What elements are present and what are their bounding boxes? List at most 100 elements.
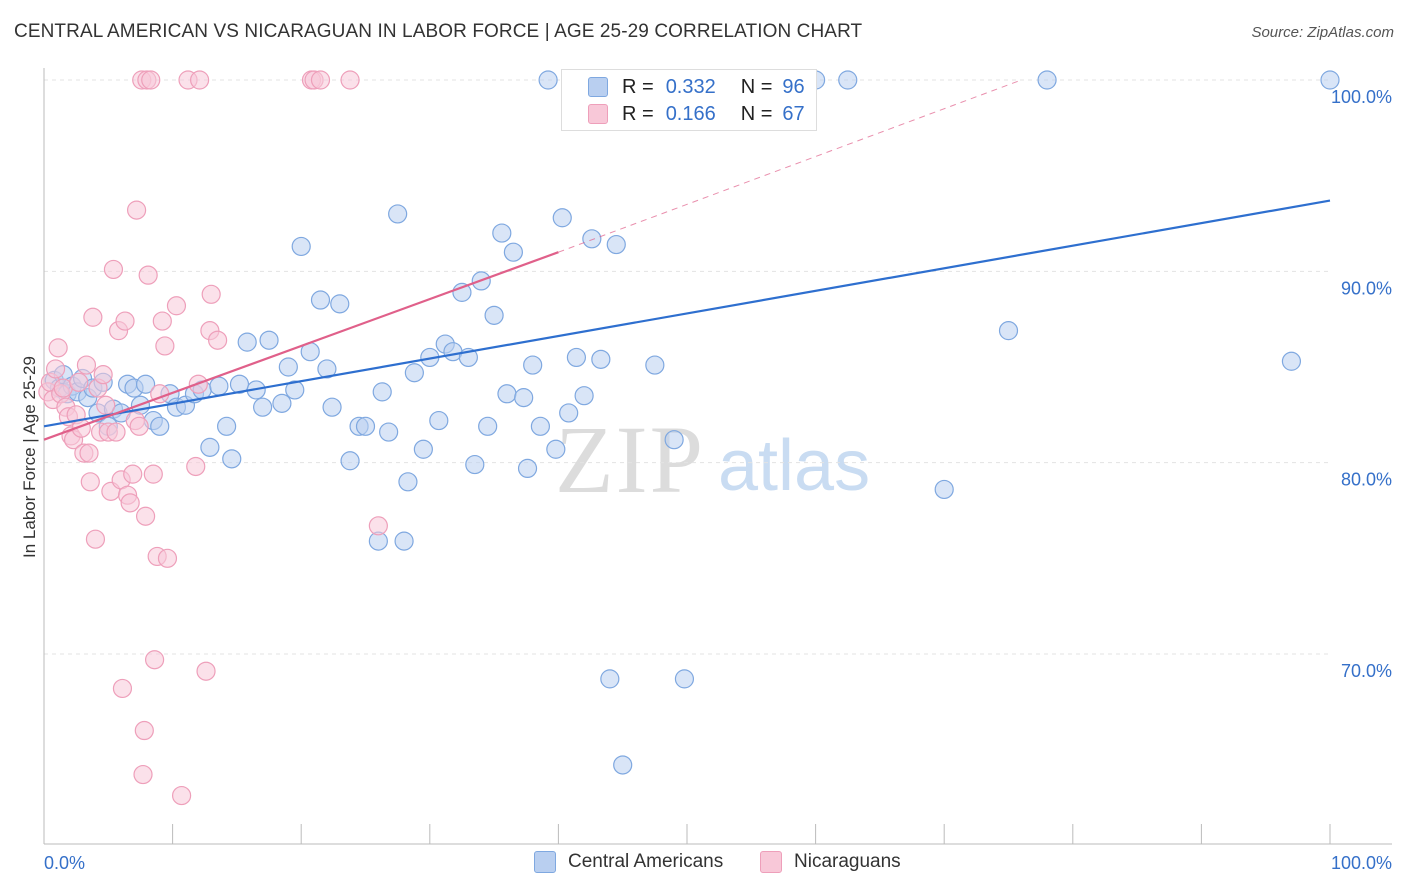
nicaraguans-point [143,464,163,484]
nicaraguans-point [134,720,154,741]
central-americans-point [838,70,858,90]
nicaraguans-point [368,516,388,536]
central-americans-point [259,330,279,350]
nicaraguans-trendline [43,251,559,441]
central-americans-point [429,410,449,431]
central-americans-point [330,294,350,314]
nicaraguans-point [129,416,149,436]
central-americans-point [582,229,602,249]
central-americans-point [355,416,376,436]
nicaraguans-point [48,338,68,358]
nicaraguans-point [80,472,100,492]
nicaraguans-point [152,311,172,331]
central-americans-point [413,439,433,459]
central-americans-point [222,449,242,469]
legend-item-nicaraguans[interactable]: Nicaraguans [760,851,901,873]
nicaraguans-point [123,464,143,484]
central-americans-point [664,430,684,450]
nicaraguans-point [112,678,133,699]
central-americans-point [340,451,360,471]
central-americans-point [237,332,257,352]
nicaraguans-point [135,506,156,526]
central-americans-point [310,290,331,310]
central-americans-point [574,386,594,406]
central-americans-point [478,416,498,436]
nicaraguans-point [141,70,161,90]
nicaraguans-point [155,336,175,356]
nicaraguans-point [103,259,124,280]
nicaraguans-trendline-extension [558,79,1022,253]
nicaraguans-point [69,372,89,392]
nicaraguans-point [106,422,126,442]
central-americans-point [379,422,399,442]
legend-n-value: 96 [782,75,805,98]
x-tick-label: 0.0% [44,853,85,873]
central-americans-point [317,359,337,379]
pink-swatch-icon [760,851,782,873]
pink-swatch-icon [588,104,608,124]
central-americans-point [200,437,220,457]
central-americans-point [530,416,550,436]
central-americans-point [552,208,572,228]
central-americans-point [497,384,517,404]
central-americans-point [674,669,695,689]
central-americans-point [998,321,1019,341]
central-americans-point [934,479,954,500]
nicaraguans-point [126,200,147,220]
y-tick-label: 90.0% [1341,278,1392,298]
nicaraguans-point [172,785,192,806]
central-americans-point [600,669,620,689]
y-axis-title: In Labor Force | Age 25-29 [20,356,39,558]
central-americans-point [229,374,250,394]
legend-n-label: N = [740,75,773,98]
central-americans-point [591,349,611,369]
legend-item-label: Central Americans [568,851,724,872]
central-americans-point [404,363,424,383]
nicaraguans-point [157,548,178,568]
central-americans-point [538,70,558,90]
nicaraguans-point [96,395,116,415]
nicaraguans-point [120,493,140,513]
nicaraguans-point [138,265,158,285]
central-americans-point [566,347,587,368]
central-americans-point [514,388,534,408]
central-americans-point [523,355,543,375]
central-americans-point [398,472,418,492]
central-americans-point [150,416,170,436]
legend-item-label: Nicaraguans [794,851,901,872]
central-americans-point [606,234,626,255]
y-tick-label: 80.0% [1341,470,1392,490]
nicaraguans-point [310,70,331,90]
legend-n-label: N = [740,102,773,125]
central-americans-point [291,236,311,257]
central-americans-point [613,755,633,775]
nicaraguans-point [93,365,113,385]
nicaraguans-point [133,764,153,785]
nicaraguans-point [196,661,216,681]
y-tick-label: 70.0% [1341,661,1392,681]
central-americans-point [372,382,392,402]
central-americans-point [278,357,298,377]
central-americans-point [645,355,665,375]
nicaraguans-point [144,650,165,670]
blue-swatch-icon [588,77,608,97]
nicaraguans-point [166,296,187,316]
blue-swatch-icon [534,851,556,873]
nicaraguans-point [208,330,228,350]
x-tick-label: 100.0% [1331,853,1392,873]
central-americans-point [1281,351,1302,371]
nicaraguans-point [115,311,135,331]
legend-r-label: R = [622,75,654,98]
central-americans-point [135,374,156,394]
y-tick-label: 100.0% [1331,87,1392,107]
legend-r-value: 0.332 [665,75,716,98]
nicaraguans-point [201,284,221,304]
chart-title: CENTRAL AMERICAN VS NICARAGUAN IN LABOR … [14,21,863,42]
legend-r-value: 0.166 [665,102,716,125]
watermark-zip: ZIP [555,406,705,513]
nicaraguans-point [85,529,106,549]
central-americans-point [465,454,485,475]
central-americans-point [285,380,305,400]
legend-item-central-americans[interactable]: Central Americans [534,851,723,873]
